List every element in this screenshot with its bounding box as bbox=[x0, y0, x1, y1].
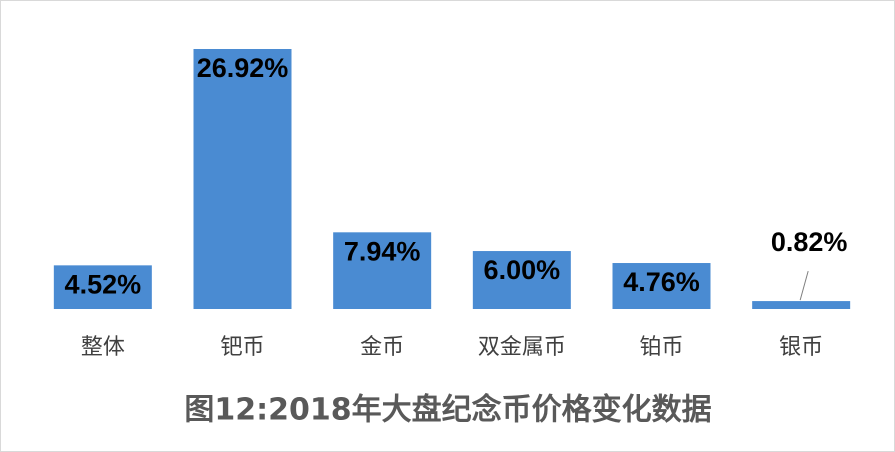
bar bbox=[53, 265, 152, 309]
value-label: 6.00% bbox=[484, 255, 561, 285]
leader-line bbox=[799, 270, 809, 301]
bar bbox=[752, 301, 851, 309]
x-tick-label: 整体 bbox=[81, 335, 125, 360]
bar bbox=[333, 232, 432, 309]
bar bbox=[612, 263, 711, 309]
chart-title: 图12:2018年大盘纪念币价格变化数据 bbox=[184, 393, 711, 428]
value-label: 4.52% bbox=[65, 269, 142, 299]
x-tick-label: 铂币 bbox=[639, 335, 683, 360]
x-tick-label: 金币 bbox=[360, 335, 404, 360]
value-label: 4.76% bbox=[623, 267, 700, 297]
bar bbox=[472, 251, 571, 309]
value-label: 26.92% bbox=[197, 53, 289, 83]
value-label: 7.94% bbox=[344, 236, 421, 266]
x-tick-label: 钯币 bbox=[220, 335, 264, 360]
value-label: 0.82% bbox=[771, 227, 848, 257]
x-tick-label: 银币 bbox=[779, 335, 823, 360]
bar bbox=[193, 49, 292, 309]
x-tick-label: 双金属币 bbox=[478, 335, 566, 360]
